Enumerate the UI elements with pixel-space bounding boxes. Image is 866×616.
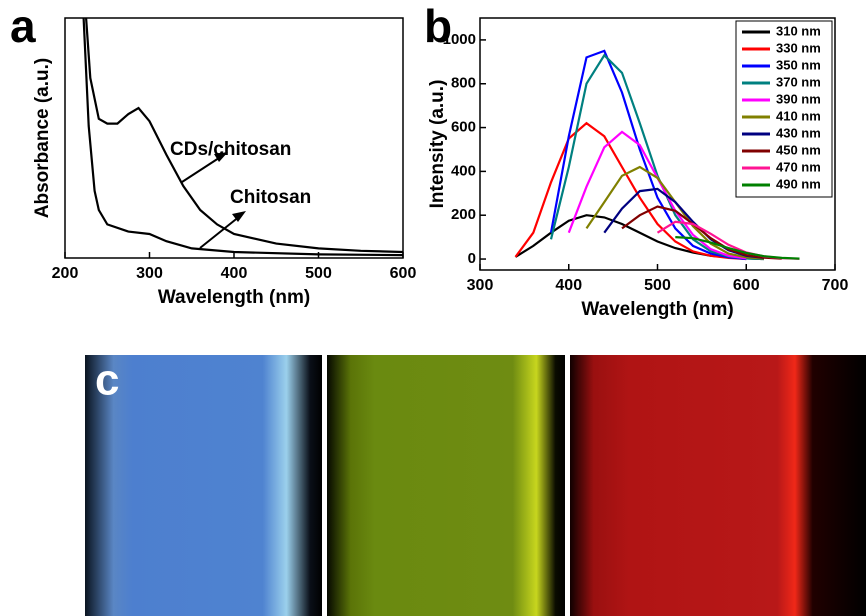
y-axis-title: Absorbance (a.u.) bbox=[32, 58, 53, 218]
y-axis-title: Intensity (a.u.) bbox=[427, 80, 448, 209]
legend-label: 450 nm bbox=[776, 142, 821, 157]
x-tick-label: 400 bbox=[555, 277, 582, 294]
x-tick-label: 300 bbox=[136, 265, 163, 282]
panel-label: c bbox=[95, 356, 119, 405]
series-line bbox=[85, 18, 403, 254]
panel-label: a bbox=[10, 0, 36, 52]
y-tick-label: 800 bbox=[451, 75, 476, 92]
x-tick-label: 600 bbox=[733, 277, 760, 294]
photo-row: c bbox=[85, 355, 866, 616]
x-tick-label: 300 bbox=[467, 277, 494, 294]
series-line bbox=[621, 205, 782, 260]
x-tick-label: 500 bbox=[305, 265, 332, 282]
legend-label: 370 nm bbox=[776, 74, 821, 89]
series-line bbox=[675, 236, 800, 260]
y-tick-label: 400 bbox=[451, 162, 476, 179]
x-axis-title: Wavelength (nm) bbox=[158, 287, 310, 308]
series-line bbox=[514, 121, 747, 261]
plot-frame bbox=[64, 17, 404, 259]
x-tick-label: 200 bbox=[52, 265, 79, 282]
annotation: CDs/chitosan bbox=[170, 139, 291, 160]
series-line bbox=[549, 53, 765, 261]
legend-label: 470 nm bbox=[776, 159, 821, 174]
arrow bbox=[199, 215, 241, 249]
panel-label: b bbox=[424, 0, 452, 52]
legend-label: 330 nm bbox=[776, 40, 821, 55]
series-line bbox=[549, 49, 747, 261]
photo-red bbox=[570, 355, 866, 616]
y-tick-label: 0 bbox=[468, 250, 476, 267]
x-axis-title: Wavelength (nm) bbox=[581, 299, 733, 320]
y-tick-label: 1000 bbox=[443, 31, 476, 48]
plot-frame bbox=[479, 17, 836, 271]
x-tick-label: 400 bbox=[221, 265, 248, 282]
legend-label: 390 nm bbox=[776, 91, 821, 106]
annotation-arrows bbox=[181, 152, 246, 249]
legend-label: 310 nm bbox=[776, 23, 821, 38]
x-tick-label: 600 bbox=[390, 265, 417, 282]
arrowhead bbox=[214, 152, 228, 162]
annotation: Chitosan bbox=[230, 187, 311, 208]
photo-green bbox=[327, 355, 565, 616]
arrowhead bbox=[232, 211, 246, 222]
legend-label: 410 nm bbox=[776, 108, 821, 123]
legend-label: 350 nm bbox=[776, 57, 821, 72]
series-line bbox=[82, 18, 403, 257]
arrow bbox=[181, 155, 223, 183]
x-tick-label: 700 bbox=[822, 277, 849, 294]
y-tick-label: 200 bbox=[451, 206, 476, 223]
photo-blue bbox=[85, 355, 322, 616]
legend-label: 430 nm bbox=[776, 125, 821, 140]
y-tick-label: 600 bbox=[451, 119, 476, 136]
legend-label: 490 nm bbox=[776, 176, 821, 191]
x-tick-label: 500 bbox=[644, 277, 671, 294]
